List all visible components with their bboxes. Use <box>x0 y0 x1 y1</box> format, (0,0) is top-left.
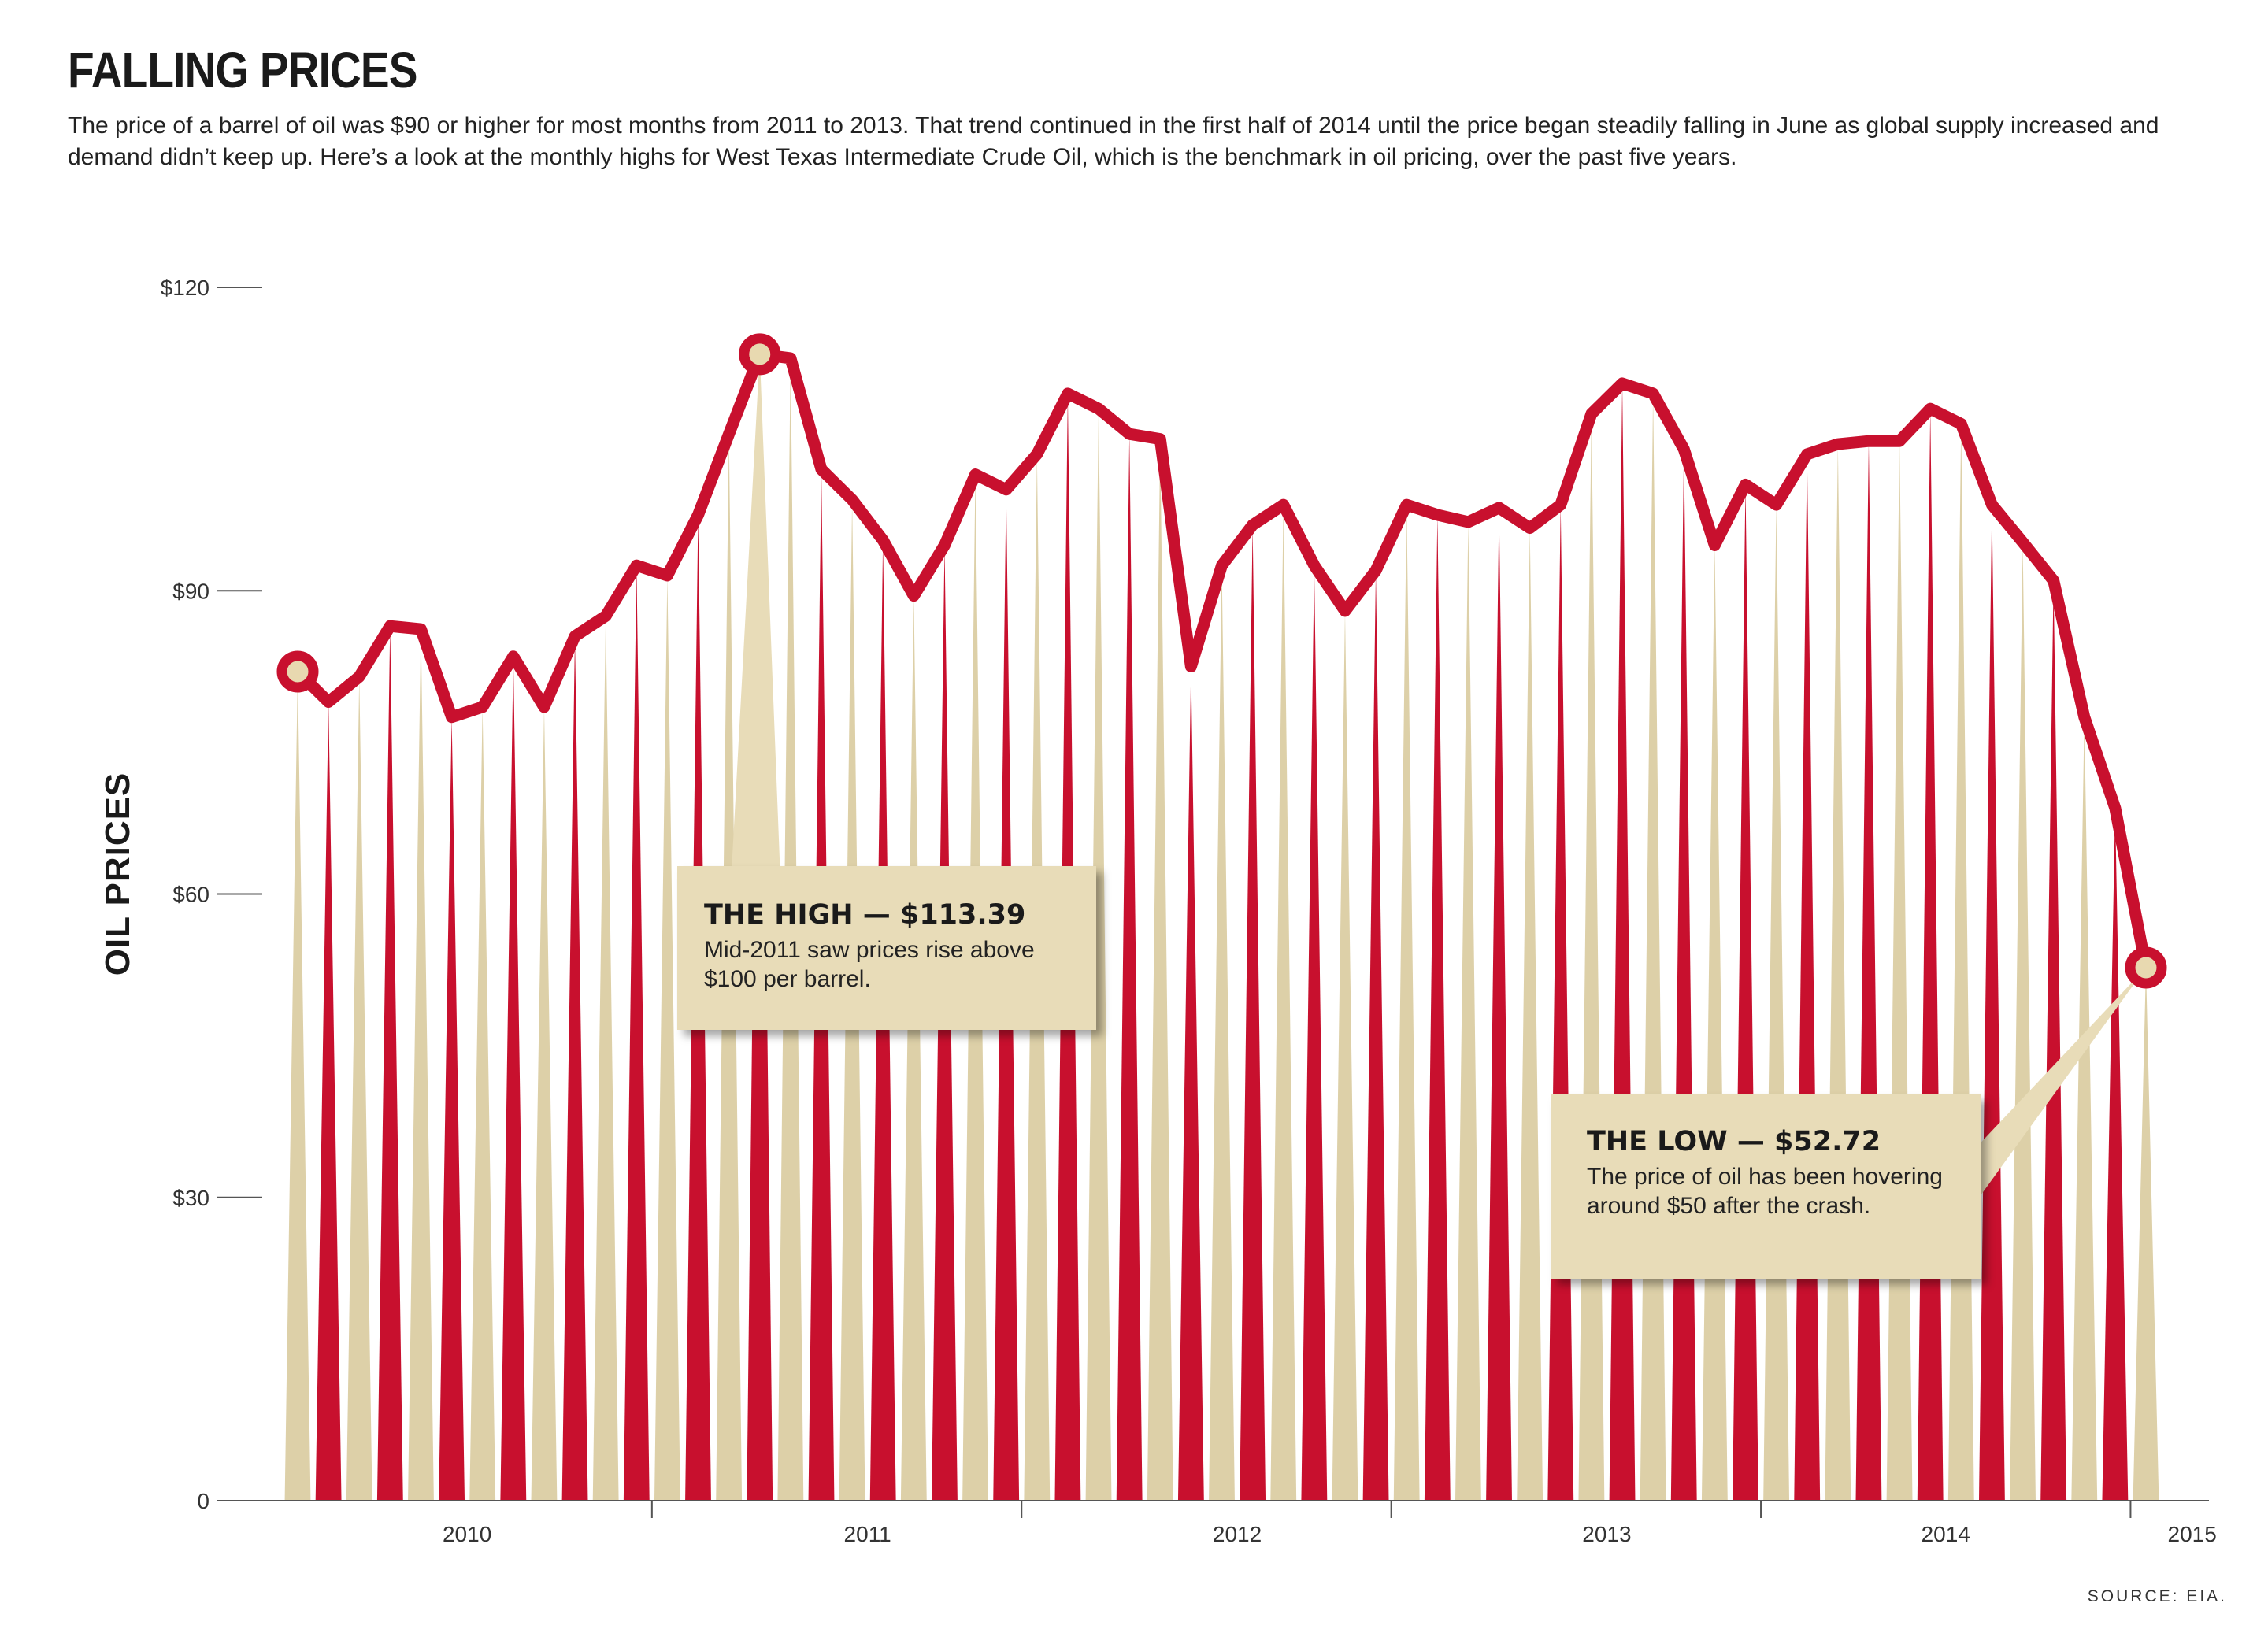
x-year-label: 2012 <box>1213 1522 1262 1546</box>
source-note: SOURCE: EIA. <box>2087 1587 2227 1605</box>
highlight-markers <box>276 333 2167 1206</box>
x-year-label: 2011 <box>844 1522 891 1546</box>
price-spike <box>1578 413 1605 1501</box>
high-callout-heading: THE HIGH — $113.39 <box>704 899 1026 931</box>
price-line <box>291 348 2152 974</box>
y-tick-label: 0 <box>197 1489 209 1513</box>
price-spike <box>1609 383 1636 1501</box>
price-spike <box>623 565 650 1501</box>
price-spike <box>1177 666 1204 1501</box>
high-callout: THE HIGH — $113.39 Mid-2011 saw prices r… <box>677 866 1096 1030</box>
price-spike <box>1886 441 1913 1501</box>
spike-bars <box>284 354 2159 1501</box>
price-spike <box>1670 449 1697 1501</box>
axes <box>217 1500 2209 1518</box>
price-spike <box>1763 505 1790 1501</box>
x-year-label: 2014 <box>1922 1522 1970 1546</box>
price-spike <box>1517 528 1544 1501</box>
price-spike <box>315 702 342 1501</box>
low-callout-heading: THE LOW — $52.72 <box>1587 1126 1881 1157</box>
price-spike <box>1455 521 1481 1501</box>
high-callout-pointer <box>731 354 780 874</box>
price-spike <box>1270 505 1297 1501</box>
price-spike <box>1547 505 1574 1501</box>
price-spike <box>2133 967 2159 1501</box>
price-spike <box>1917 409 1944 1501</box>
price-spike <box>376 626 403 1501</box>
price-line-path <box>291 348 2152 974</box>
highlight-marker <box>739 333 781 376</box>
price-spike <box>1393 505 1420 1501</box>
price-spike <box>1486 507 1512 1501</box>
x-year-label: 2015 <box>2168 1522 2217 1546</box>
price-spike <box>1147 439 1173 1501</box>
price-spike <box>408 629 434 1501</box>
price-spike <box>2102 808 2129 1501</box>
x-year-labels: 2010 2011 2012 2013 2014 2015 <box>443 1522 2217 1546</box>
price-spike <box>2010 542 2036 1501</box>
y-tick-label: $90 <box>172 579 209 603</box>
price-spike <box>1332 610 1358 1501</box>
price-spike <box>1855 441 1882 1501</box>
price-spike <box>561 636 588 1501</box>
price-spike <box>1209 565 1235 1501</box>
y-ticks: 0 $30 $60 $90 $120 <box>161 276 262 1513</box>
highlight-marker <box>276 650 319 693</box>
y-tick-label: $60 <box>172 883 209 907</box>
price-spike <box>346 676 372 1501</box>
low-callout-text: The price of oil has been hovering aroun… <box>1587 1164 1943 1219</box>
high-callout-text: Mid-2011 saw prices rise above $100 per … <box>704 937 1035 992</box>
price-spike <box>1978 505 2005 1501</box>
price-spike <box>439 716 465 1501</box>
price-spike <box>654 575 680 1501</box>
price-spike <box>1825 444 1851 1501</box>
price-spike <box>500 656 527 1501</box>
price-spike <box>1794 454 1821 1501</box>
price-spike <box>284 671 311 1501</box>
price-spike <box>1947 424 1974 1501</box>
price-spike <box>1732 484 1758 1501</box>
x-year-label: 2013 <box>1582 1522 1631 1546</box>
x-year-label: 2010 <box>443 1522 491 1546</box>
price-spike <box>1362 570 1389 1501</box>
price-spike <box>531 706 558 1501</box>
low-callout-pointer <box>1973 967 2146 1206</box>
price-spike <box>1085 409 1112 1501</box>
price-spike <box>592 616 619 1501</box>
y-tick-label: $120 <box>161 276 209 300</box>
price-spike <box>1424 514 1451 1501</box>
price-spike <box>2071 716 2098 1501</box>
price-spike <box>900 595 927 1501</box>
low-callout: THE LOW — $52.72 The price of oil has be… <box>1551 1094 1981 1279</box>
y-tick-label: $30 <box>172 1186 209 1210</box>
price-spike <box>1240 524 1266 1501</box>
price-spike <box>1116 434 1143 1501</box>
price-spike <box>1301 565 1328 1501</box>
price-spike <box>469 706 496 1501</box>
highlight-marker <box>2125 946 2167 989</box>
price-spike <box>2040 580 2067 1501</box>
chart-subtitle: The price of a barrel of oil was $90 or … <box>68 113 2159 170</box>
price-spike <box>1701 545 1728 1501</box>
chart-title: FALLING PRICES <box>68 42 417 98</box>
price-spike <box>1640 393 1666 1501</box>
